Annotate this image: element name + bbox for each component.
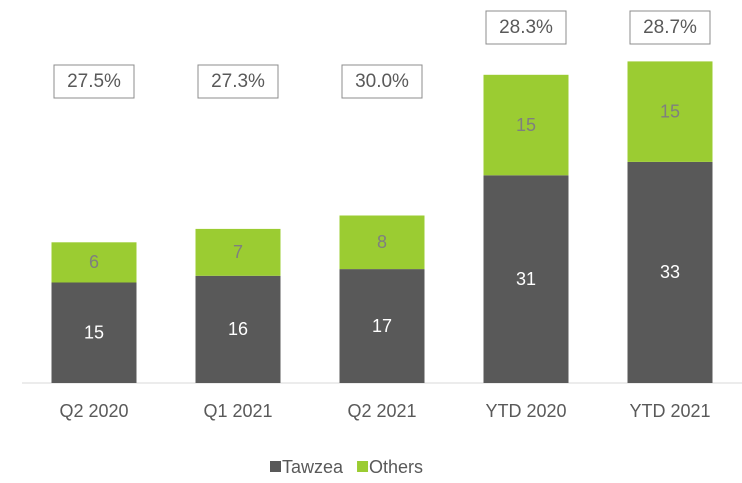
bar-segment bbox=[339, 215, 425, 270]
annotation-box bbox=[485, 10, 567, 45]
data-label: 15 bbox=[516, 115, 536, 135]
annotation: 28.3% bbox=[499, 17, 553, 38]
legend-label: Others bbox=[369, 457, 423, 477]
bar-segment bbox=[195, 275, 281, 383]
x-tick-label: Q2 2020 bbox=[59, 401, 128, 421]
legend-label: Tawzea bbox=[282, 457, 344, 477]
annotation-box bbox=[629, 10, 711, 45]
annotation: 27.3% bbox=[211, 71, 265, 92]
legend-swatch bbox=[357, 461, 369, 472]
annotation-box bbox=[341, 64, 423, 99]
legend-swatch bbox=[270, 461, 281, 472]
bar-segment bbox=[627, 161, 713, 383]
x-tick-label: YTD 2020 bbox=[485, 401, 566, 421]
bar-segment bbox=[51, 282, 137, 383]
annotation-box bbox=[53, 64, 135, 99]
data-label: 15 bbox=[84, 323, 104, 343]
bar-segment bbox=[483, 175, 569, 383]
x-tick-label: YTD 2021 bbox=[629, 401, 710, 421]
data-label: 31 bbox=[516, 269, 536, 289]
bar-segment bbox=[195, 228, 281, 276]
data-label: 7 bbox=[233, 242, 243, 262]
data-label: 8 bbox=[377, 232, 387, 252]
x-tick-label: Q1 2021 bbox=[203, 401, 272, 421]
data-label: 15 bbox=[660, 101, 680, 121]
annotation: 30.0% bbox=[355, 71, 409, 92]
bar-segment bbox=[483, 74, 569, 176]
annotation-box bbox=[197, 64, 279, 99]
data-label: 6 bbox=[89, 252, 99, 272]
annotation: 28.7% bbox=[643, 17, 697, 38]
data-label: 33 bbox=[660, 262, 680, 282]
annotation: 27.5% bbox=[67, 71, 121, 92]
x-tick-label: Q2 2021 bbox=[347, 401, 416, 421]
bar-segment bbox=[339, 269, 425, 383]
data-label: 16 bbox=[228, 319, 248, 339]
data-label: 17 bbox=[372, 316, 392, 336]
bar-segment bbox=[627, 61, 713, 162]
bar-segment bbox=[51, 242, 137, 283]
